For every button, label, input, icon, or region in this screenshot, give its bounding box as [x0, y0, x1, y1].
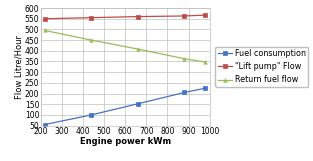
"Lift pump" Flow [43, 18, 47, 20]
"Lift pump" Flow [182, 15, 186, 17]
X-axis label: Engine power kWm: Engine power kWm [80, 137, 171, 146]
Fuel consumption [90, 114, 93, 116]
"Lift pump" Flow [136, 16, 140, 18]
Line: Return fuel flow: Return fuel flow [43, 29, 207, 64]
Return fuel flow [90, 39, 93, 41]
Y-axis label: Flow Litre/Hour: Flow Litre/Hour [14, 35, 23, 99]
Line: "Lift pump" Flow: "Lift pump" Flow [43, 13, 207, 20]
Fuel consumption [204, 87, 208, 89]
Line: Fuel consumption: Fuel consumption [43, 86, 207, 126]
Fuel consumption [182, 91, 186, 93]
Fuel consumption [136, 103, 140, 105]
Return fuel flow [136, 48, 140, 50]
Return fuel flow [43, 29, 47, 31]
Return fuel flow [204, 61, 208, 63]
Return fuel flow [182, 58, 186, 60]
Fuel consumption [43, 123, 47, 125]
Legend: Fuel consumption, "Lift pump" Flow, Return fuel flow: Fuel consumption, "Lift pump" Flow, Retu… [215, 47, 308, 87]
"Lift pump" Flow [90, 17, 93, 19]
"Lift pump" Flow [204, 14, 208, 16]
